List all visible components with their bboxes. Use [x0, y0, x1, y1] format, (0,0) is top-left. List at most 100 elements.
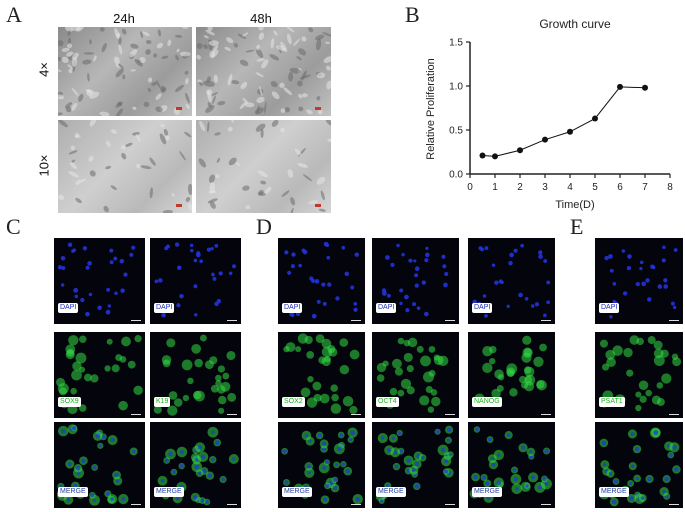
- data-point: [567, 128, 573, 135]
- scale-bar: [445, 414, 455, 415]
- growth-curve-chart: Growth curve 0.0 0.5 1.0 1.5 0 1 2 3 4 5 6 7 8 Time…: [425, 17, 673, 211]
- scale-bar: [131, 504, 141, 505]
- panel-letter-a: A: [6, 2, 22, 27]
- panel-e-image-merge-2-0: MERGE: [595, 422, 683, 508]
- scale-bar: [176, 107, 182, 110]
- scale-bar: [669, 320, 679, 321]
- panel-d-image-merge-2-2: MERGE: [468, 422, 555, 508]
- panel-e-image-dapi-0-0: DAPI: [595, 238, 683, 324]
- merge-label: MERGE: [154, 487, 184, 497]
- panel-d-image-dapi-0-0: DAPI: [278, 238, 365, 324]
- nanog-label: NANOG: [472, 397, 502, 407]
- x-tick-label: 8: [667, 182, 673, 193]
- dapi-label: DAPI: [376, 303, 397, 313]
- column-label-24h: 24h: [113, 11, 135, 26]
- panel-letter-e: E: [570, 214, 584, 239]
- data-point: [542, 136, 548, 143]
- y-tick-label: 0.5: [449, 126, 463, 137]
- phase-image-48h-4x: [196, 27, 331, 116]
- scale-bar: [176, 204, 182, 207]
- oct4-label: OCT4: [376, 397, 399, 407]
- panel-c-image-dapi-0-0: DAPI: [54, 238, 145, 324]
- panel-d-image-merge-2-1: MERGE: [372, 422, 459, 508]
- row-label-10x: 10×: [36, 154, 52, 177]
- x-tick-label: 3: [542, 182, 548, 193]
- panel-c-image-sox9-1-0: SOX9: [54, 332, 145, 418]
- cell-signal: [474, 335, 547, 405]
- cell-signal: [376, 337, 449, 413]
- panel-c-image-dapi-0-1: DAPI: [150, 238, 241, 324]
- x-tick-label: 5: [592, 182, 598, 193]
- cell-texture: [198, 120, 331, 213]
- scale-bar: [351, 504, 361, 505]
- cell-texture: [58, 27, 191, 116]
- panel-d-image-sox2-1-0: SOX2: [278, 332, 365, 418]
- y-tick-label: 0.0: [449, 170, 463, 181]
- x-axis-label: Time(D): [555, 199, 594, 211]
- panel-d-image-merge-2-0: MERGE: [278, 422, 365, 508]
- y-tick-label: 1.0: [449, 82, 463, 93]
- data-point: [592, 115, 598, 122]
- scale-bar: [351, 320, 361, 321]
- cell-signal: [381, 243, 449, 317]
- data-point: [479, 152, 486, 159]
- scale-bar: [669, 414, 679, 415]
- phase-image-48h-10x: [196, 120, 331, 213]
- cell-signal: [153, 334, 237, 416]
- scale-bar: [541, 414, 551, 415]
- cell-signal: [469, 426, 552, 503]
- scale-bar: [669, 504, 679, 505]
- x-tick-label: 2: [517, 182, 523, 193]
- scale-bar: [227, 504, 237, 505]
- growth-series-line: [482, 86, 646, 157]
- merge-label: MERGE: [599, 487, 629, 497]
- cell-signal: [57, 242, 136, 317]
- cell-signal: [154, 242, 237, 318]
- k19-label: K19: [154, 397, 171, 407]
- data-point: [492, 153, 498, 160]
- chart-title: Growth curve: [539, 17, 611, 31]
- cell-texture: [58, 120, 192, 213]
- column-label-48h: 48h: [250, 11, 272, 26]
- scale-bar: [445, 504, 455, 505]
- cell-signal: [284, 241, 359, 319]
- scale-bar: [227, 320, 237, 321]
- merge-label: MERGE: [282, 487, 312, 497]
- panel-d-image-dapi-0-2: DAPI: [468, 238, 555, 324]
- panel-c-image-k19-1-1: K19: [150, 332, 241, 418]
- dapi-label: DAPI: [154, 303, 175, 313]
- sox9-label: SOX9: [58, 397, 81, 407]
- cell-signal: [283, 333, 360, 415]
- panel-letter-c: C: [6, 214, 21, 239]
- scale-bar: [227, 414, 237, 415]
- scale-bar: [131, 414, 141, 415]
- scale-bar: [315, 107, 321, 110]
- data-point: [617, 83, 623, 90]
- merge-label: MERGE: [376, 487, 406, 497]
- scale-bar: [541, 504, 551, 505]
- scale-bar: [541, 320, 551, 321]
- scale-bar: [351, 414, 361, 415]
- scale-bar: [315, 204, 321, 207]
- panel-letter-d: D: [256, 214, 272, 239]
- x-tick-label: 6: [617, 182, 623, 193]
- x-tick-label: 7: [642, 182, 648, 193]
- phase-image-24h-10x: [58, 120, 192, 213]
- sox2-label: SOX2: [282, 397, 305, 407]
- panel-e-image-psat1-1-0: PSAT1: [595, 332, 683, 418]
- panel-d-image-nanog-1-2: NANOG: [468, 332, 555, 418]
- psat1-label: PSAT1: [599, 397, 625, 407]
- x-tick-label: 0: [467, 182, 473, 193]
- merge-label: MERGE: [472, 487, 502, 497]
- data-point: [517, 147, 523, 154]
- merge-label: MERGE: [58, 487, 88, 497]
- dapi-label: DAPI: [599, 303, 620, 313]
- panel-d-image-dapi-0-1: DAPI: [372, 238, 459, 324]
- y-tick-label: 1.5: [449, 38, 463, 49]
- data-point: [642, 84, 648, 91]
- phase-image-24h-4x: [58, 27, 192, 116]
- scale-bar: [131, 320, 141, 321]
- panel-d-image-oct4-1-1: OCT4: [372, 332, 459, 418]
- panel-c-image-merge-2-0: MERGE: [54, 422, 145, 508]
- panel-c-image-merge-2-1: MERGE: [150, 422, 241, 508]
